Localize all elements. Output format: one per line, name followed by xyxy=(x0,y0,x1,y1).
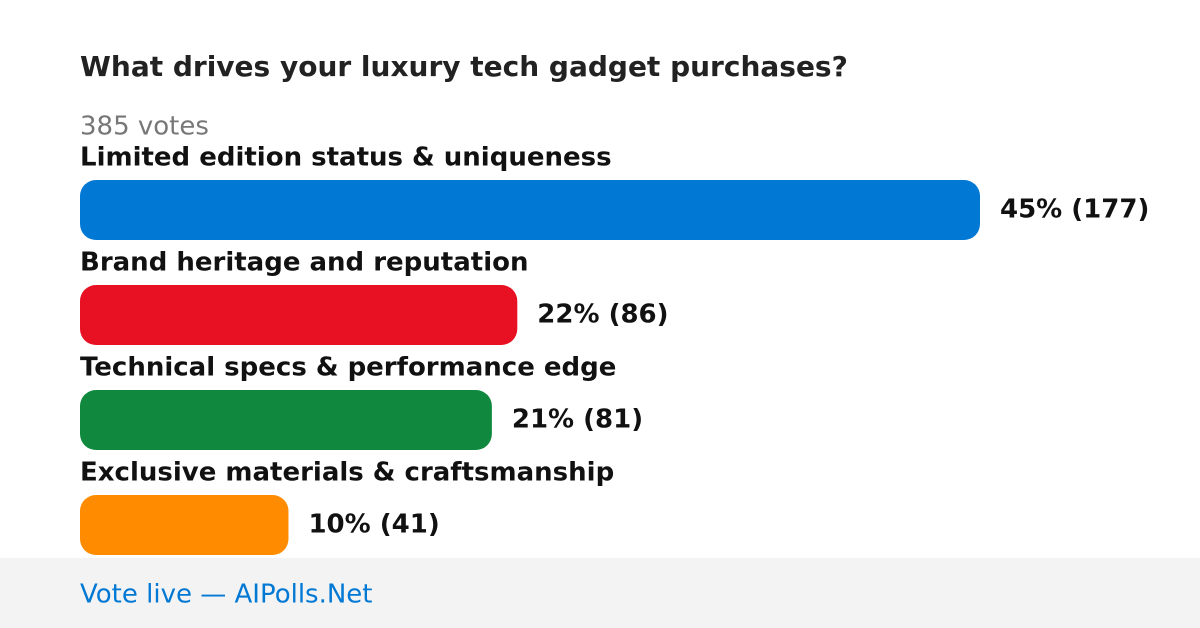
value-label: 22% (86) xyxy=(537,300,668,330)
bar xyxy=(80,390,492,450)
bar xyxy=(80,495,289,555)
value-label: 21% (81) xyxy=(512,405,643,435)
option-label: Brand heritage and reputation xyxy=(80,248,529,278)
bar xyxy=(80,285,518,345)
footer-link[interactable]: Vote live — AIPolls.Net xyxy=(80,580,373,610)
footer-band xyxy=(0,558,1200,628)
value-label: 45% (177) xyxy=(1000,195,1149,225)
option-label: Technical specs & performance edge xyxy=(80,353,616,383)
vote-count: 385 votes xyxy=(80,112,209,142)
option-label: Limited edition status & uniqueness xyxy=(80,143,612,173)
option-label: Exclusive materials & craftsmanship xyxy=(80,458,614,488)
bar xyxy=(80,180,980,240)
chart-title: What drives your luxury tech gadget purc… xyxy=(80,50,848,83)
value-label: 10% (41) xyxy=(308,510,439,540)
